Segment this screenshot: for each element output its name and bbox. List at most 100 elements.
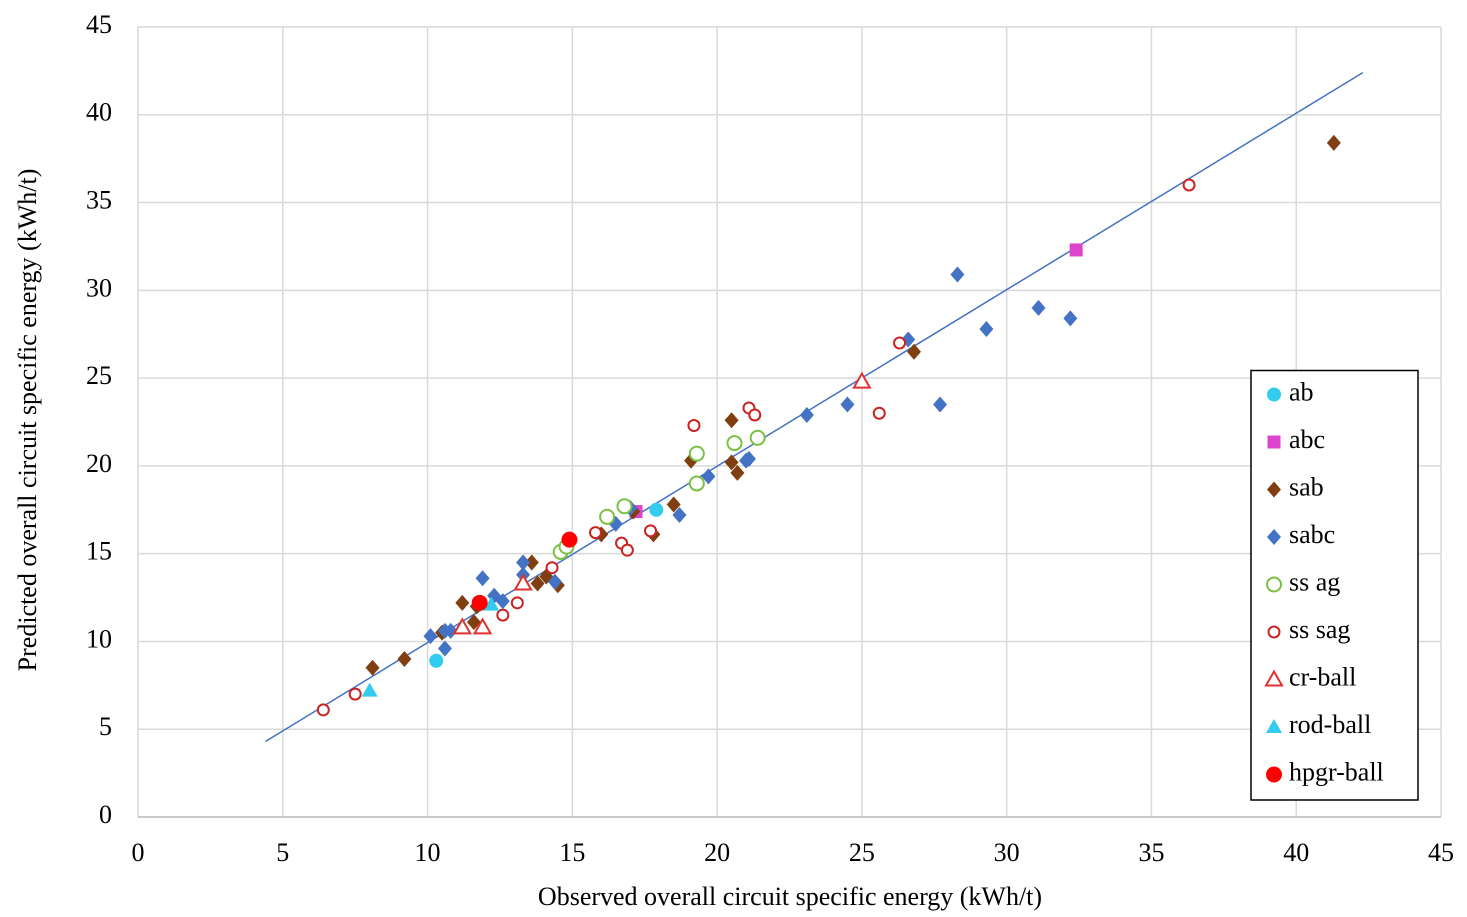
point <box>437 640 452 657</box>
legend-label: ss sag <box>1289 615 1350 644</box>
point <box>547 573 562 590</box>
legend-marker <box>1267 435 1281 449</box>
point <box>443 622 458 639</box>
point <box>365 659 380 676</box>
point <box>840 396 855 413</box>
point <box>472 617 493 635</box>
legend-marker <box>1266 766 1282 783</box>
x-tick-label: 25 <box>849 838 875 867</box>
point <box>688 475 705 492</box>
legend-marker <box>1267 625 1281 639</box>
point <box>452 617 473 635</box>
point <box>466 614 481 631</box>
point <box>516 554 531 571</box>
legend-marker <box>1267 529 1281 545</box>
x-tick-label: 10 <box>415 838 441 867</box>
legend-label: sab <box>1289 472 1324 501</box>
point <box>1326 134 1341 151</box>
point <box>316 703 330 717</box>
point <box>749 429 766 446</box>
legend-marker <box>1266 576 1282 593</box>
x-axis-title: Observed overall circuit specific energy… <box>538 882 1042 911</box>
point <box>933 396 948 413</box>
legend-label: abc <box>1289 425 1325 454</box>
point <box>510 596 524 610</box>
point <box>455 594 470 611</box>
x-tick-label: 30 <box>994 838 1020 867</box>
point <box>561 531 578 548</box>
point <box>730 464 745 481</box>
point <box>644 524 658 538</box>
point <box>1063 310 1078 327</box>
point <box>950 266 965 283</box>
legend-marker <box>1267 481 1281 498</box>
legend-marker <box>1264 669 1284 687</box>
point <box>524 554 539 571</box>
y-tick-label: 5 <box>99 712 112 741</box>
point <box>496 608 510 622</box>
point <box>739 452 754 469</box>
point <box>483 596 500 611</box>
x-tick-label: 15 <box>559 838 585 867</box>
point <box>748 408 762 422</box>
y-tick-label: 40 <box>86 98 112 127</box>
point <box>616 498 633 515</box>
y-axis-title: Predicted overall circuit specific energ… <box>13 169 42 672</box>
point <box>475 570 490 587</box>
legend-label: ab <box>1289 377 1314 406</box>
y-tick-label: 35 <box>86 186 112 215</box>
point <box>513 573 533 591</box>
y-tick-label: 45 <box>86 10 112 39</box>
legend-label: hpgr-ball <box>1289 757 1384 786</box>
point <box>666 496 681 513</box>
point <box>1031 299 1046 316</box>
point <box>348 687 362 701</box>
point <box>599 508 616 525</box>
point <box>701 468 716 485</box>
point <box>1182 178 1196 192</box>
point <box>726 435 743 452</box>
x-tick-label: 0 <box>132 838 145 867</box>
legend-marker <box>1266 719 1282 733</box>
y-tick-label: 0 <box>99 800 112 829</box>
y-tick-label: 15 <box>86 537 112 566</box>
legend-label: cr-ball <box>1289 662 1356 691</box>
point <box>649 502 664 517</box>
legend-marker <box>1267 387 1281 402</box>
point <box>724 454 739 471</box>
point <box>672 507 687 524</box>
x-tick-label: 40 <box>1283 838 1309 867</box>
point <box>545 561 559 575</box>
x-tick-label: 35 <box>1138 838 1164 867</box>
legend-label: rod-ball <box>1289 710 1371 739</box>
point <box>1069 243 1083 257</box>
point <box>530 575 545 592</box>
point <box>361 682 378 697</box>
legend-label: ss ag <box>1289 567 1340 596</box>
x-tick-label: 5 <box>276 838 289 867</box>
point <box>588 526 602 540</box>
point <box>979 320 994 337</box>
point <box>907 343 922 360</box>
y-tick-label: 25 <box>86 361 112 390</box>
point <box>423 628 438 645</box>
point <box>397 651 412 667</box>
point <box>495 593 510 610</box>
point <box>687 419 701 433</box>
x-tick-label: 45 <box>1428 838 1454 867</box>
y-tick-label: 20 <box>86 449 112 478</box>
point <box>620 543 634 557</box>
point <box>429 653 444 668</box>
y-tick-label: 10 <box>86 624 112 653</box>
point <box>724 412 739 429</box>
point <box>471 594 488 611</box>
point <box>872 406 886 420</box>
y-tick-label: 30 <box>86 273 112 302</box>
x-tick-label: 20 <box>704 838 730 867</box>
legend-label: sabc <box>1289 520 1335 549</box>
point <box>799 406 814 423</box>
point <box>852 371 872 389</box>
point <box>688 445 705 462</box>
point <box>893 336 907 350</box>
